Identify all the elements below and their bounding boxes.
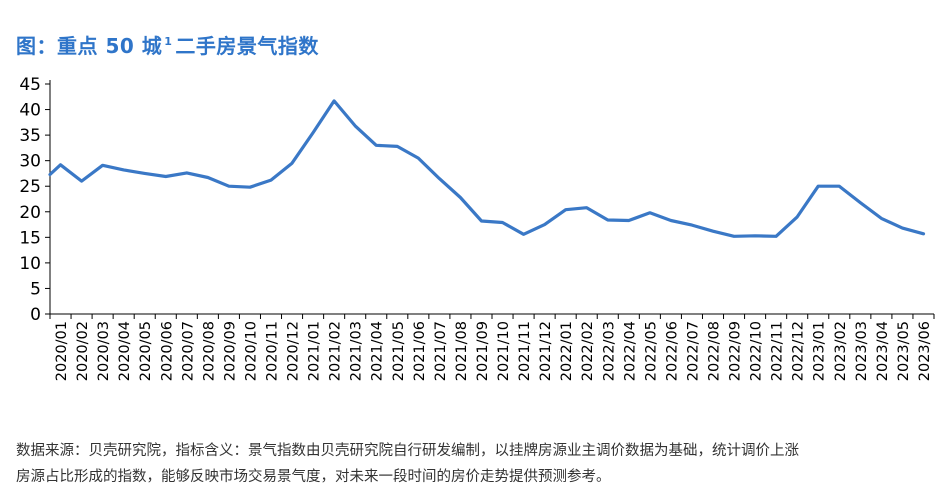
x-tick-label: 2022/01 xyxy=(559,321,575,381)
chart-title: 图：重点 50 城 1 二手房景气指数 xyxy=(16,30,319,59)
x-tick-label: 2020/11 xyxy=(265,321,281,381)
x-tick-label: 2020/07 xyxy=(180,321,196,381)
x-tick-label: 2020/10 xyxy=(243,321,259,381)
x-tick-label: 2020/02 xyxy=(75,321,91,381)
x-tick-label: 2022/10 xyxy=(749,321,765,381)
x-tick-label: 2020/04 xyxy=(117,321,133,381)
y-tick-label: 20 xyxy=(19,203,41,223)
y-tick-label: 40 xyxy=(19,101,41,121)
source-note: 数据来源：贝壳研究院，指标含义：景气指数由贝壳研究院自行研发编制，以挂牌房源业主… xyxy=(16,438,936,490)
y-tick-label: 15 xyxy=(19,228,41,248)
x-tick-label: 2021/06 xyxy=(412,321,428,381)
x-tick-label: 2022/09 xyxy=(728,321,744,381)
x-tick-label: 2021/12 xyxy=(538,321,554,381)
x-tick-label: 2021/08 xyxy=(454,321,470,381)
x-tick-label: 2021/03 xyxy=(349,321,365,381)
x-tick-label: 2021/05 xyxy=(391,321,407,381)
chart-title-rest: 二手房景气指数 xyxy=(175,34,319,58)
x-tick-label: 2022/02 xyxy=(580,321,596,381)
x-tick-label: 2022/06 xyxy=(664,321,680,381)
x-tick-label: 2021/04 xyxy=(370,321,386,381)
x-tick-label: 2021/09 xyxy=(475,321,491,381)
source-note-line-1: 数据来源：贝壳研究院，指标含义：景气指数由贝壳研究院自行研发编制，以挂牌房源业主… xyxy=(16,443,799,459)
x-tick-label: 2022/03 xyxy=(601,321,617,381)
y-tick-label: 25 xyxy=(19,177,41,197)
x-tick-label: 2022/08 xyxy=(707,321,723,381)
x-tick-label: 2022/04 xyxy=(622,321,638,381)
x-tick-label: 2023/06 xyxy=(917,321,933,381)
x-tick-label: 2021/11 xyxy=(517,321,533,381)
x-tick-label: 2020/05 xyxy=(138,321,154,381)
x-tick-label: 2020/12 xyxy=(286,321,302,381)
x-tick-label: 2023/05 xyxy=(896,321,912,381)
x-tick-label: 2021/07 xyxy=(433,321,449,381)
chart-area: 0 5 10 15 20 25 30 35 40 45 2020/01 2020/02 2020/03 2… xyxy=(19,75,935,381)
y-tick-label: 45 xyxy=(19,75,41,95)
y-tick-label: 30 xyxy=(19,152,41,172)
y-tick-label: 35 xyxy=(19,126,41,146)
x-tick-label: 2020/03 xyxy=(96,321,112,381)
chart-title-footnote-mark: 1 xyxy=(164,35,173,48)
x-tick-label: 2023/03 xyxy=(854,321,870,381)
x-tick-label: 2021/01 xyxy=(307,321,323,381)
x-tick-label: 2022/05 xyxy=(643,321,659,381)
x-tick-label: 2023/02 xyxy=(833,321,849,381)
y-tick-label: 0 xyxy=(30,305,41,325)
x-tick-label: 2020/01 xyxy=(54,321,70,381)
x-tick-label: 2022/11 xyxy=(770,321,786,381)
y-tick-label: 10 xyxy=(19,254,41,274)
x-tick-label: 2021/02 xyxy=(328,321,344,381)
y-tick-label: 5 xyxy=(30,279,41,299)
x-tick-label: 2020/06 xyxy=(159,321,175,381)
x-tick-label: 2023/01 xyxy=(812,321,828,381)
x-tick-label: 2022/07 xyxy=(685,321,701,381)
x-tick-label: 2023/04 xyxy=(875,321,891,381)
x-tick-label: 2022/12 xyxy=(791,321,807,381)
x-tick-label: 2020/09 xyxy=(222,321,238,381)
series-line xyxy=(48,99,926,238)
x-tick-label: 2020/08 xyxy=(201,321,217,381)
x-tick-label: 2021/10 xyxy=(496,321,512,381)
chart-title-main: 图：重点 50 城 xyxy=(16,34,163,58)
source-note-line-2: 房源占比形成的指数，能够反映市场交易景气度，对未来一段时间的房价走势提供预测参考… xyxy=(16,469,611,485)
